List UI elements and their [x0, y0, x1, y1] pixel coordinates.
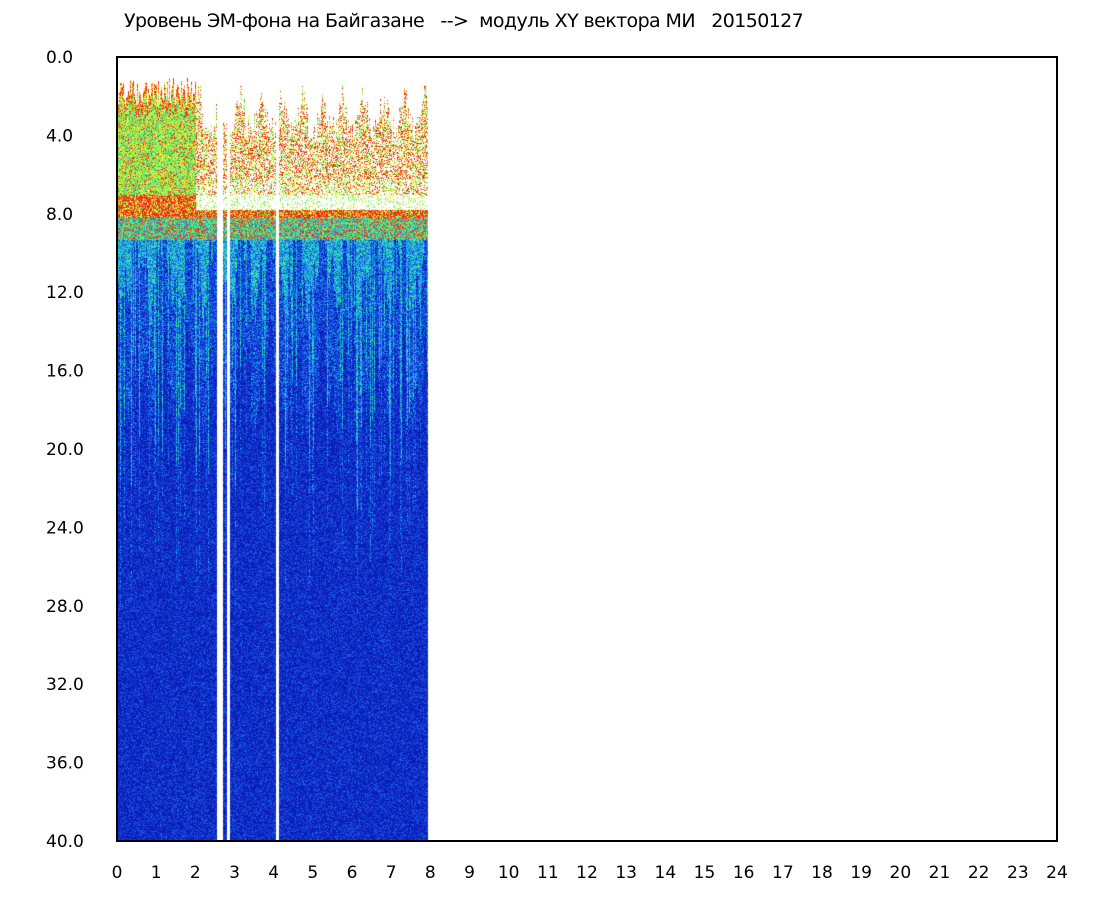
- x-tick-label: 21: [929, 863, 951, 883]
- chart-title: Уровень ЭМ-фона на Байгазане --> модуль …: [124, 10, 804, 32]
- y-axis: 0.0 4.0 8.0 12.0 16.0 20.0 24.0 28.0 32.0 36.0 40.…: [46, 48, 84, 852]
- x-tick-label: 14: [655, 863, 677, 883]
- x-tick-label: 8: [425, 863, 436, 883]
- x-tick-label: 4: [268, 863, 279, 883]
- y-tick-label: 16.0: [46, 362, 84, 382]
- x-tick-label: 15: [694, 863, 716, 883]
- x-tick-label: 11: [537, 863, 559, 883]
- y-tick-label: 12.0: [46, 283, 84, 303]
- x-tick-label: 16: [733, 863, 755, 883]
- y-tick-label: 0.0: [46, 48, 73, 68]
- x-tick-label: 23: [1007, 863, 1029, 883]
- x-tick-label: 13: [615, 863, 637, 883]
- x-tick-label: 6: [347, 863, 358, 883]
- x-tick-label: 2: [190, 863, 201, 883]
- spectrogram-layer: [117, 57, 1057, 841]
- heatmap-image: [117, 57, 1057, 841]
- y-tick-label: 4.0: [46, 126, 73, 146]
- x-tick-label: 5: [307, 863, 318, 883]
- x-tick-label: 0: [112, 863, 123, 883]
- x-tick-label: 9: [464, 863, 475, 883]
- plot-frame: [116, 56, 1058, 842]
- y-tick-label: 40.0: [46, 832, 84, 852]
- y-tick-label: 24.0: [46, 518, 84, 538]
- x-tick-label: 18: [811, 863, 833, 883]
- x-tick-label: 1: [151, 863, 162, 883]
- x-tick-label: 10: [498, 863, 520, 883]
- y-tick-label: 36.0: [46, 754, 84, 774]
- x-tick-label: 22: [968, 863, 990, 883]
- y-tick-label: 32.0: [46, 675, 84, 695]
- x-tick-label: 24: [1046, 863, 1068, 883]
- x-axis: 0 1 2 3 4 5 6 7 8 9 10 11 12 13 14 15 16 17 18 19 20 21 22 23 24: [112, 863, 1068, 883]
- y-tick-label: 20.0: [46, 440, 84, 460]
- y-tick-label: 8.0: [46, 205, 73, 225]
- x-tick-label: 12: [576, 863, 598, 883]
- x-tick-label: 19: [850, 863, 872, 883]
- x-tick-label: 17: [772, 863, 794, 883]
- x-tick-label: 7: [386, 863, 397, 883]
- x-tick-label: 20: [890, 863, 912, 883]
- x-tick-label: 3: [229, 863, 240, 883]
- y-tick-label: 28.0: [46, 597, 84, 617]
